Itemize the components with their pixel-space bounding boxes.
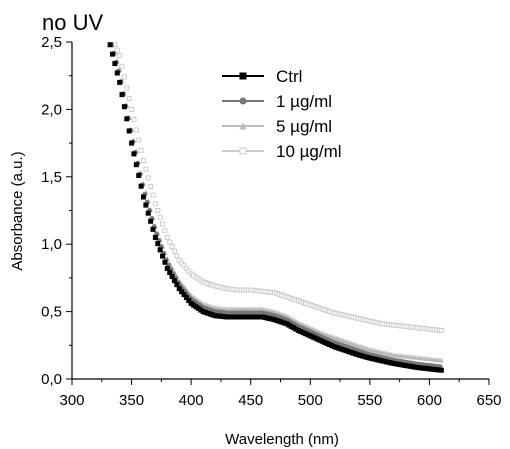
data-point: [129, 140, 135, 146]
legend-label: Ctrl: [276, 67, 302, 86]
data-point: [138, 183, 144, 189]
data-point: [124, 85, 130, 91]
data-point: [126, 128, 132, 134]
data-point: [162, 228, 168, 234]
data-point: [438, 327, 444, 333]
data-point: [112, 61, 118, 67]
data-point: [171, 278, 177, 284]
legend-item: 1 µg/ml: [222, 92, 332, 111]
x-tick-label: 550: [357, 392, 382, 409]
series-10-g-ml: [112, 42, 444, 333]
legend-item: Ctrl: [222, 67, 302, 86]
y-axis-title: Absorbance (a.u.): [9, 151, 26, 270]
data-point: [129, 106, 135, 112]
data-point: [119, 63, 125, 69]
legend-label: 10 µg/ml: [276, 142, 342, 161]
data-point: [176, 286, 182, 292]
x-tick-label: 650: [476, 392, 501, 409]
data-point: [164, 234, 170, 240]
y-tick-label: 2,5: [41, 34, 62, 51]
x-tick-label: 600: [417, 392, 442, 409]
data-point: [162, 259, 168, 265]
data-point: [179, 289, 185, 295]
data-point: [155, 208, 161, 213]
data-point: [117, 52, 123, 58]
data-point: [131, 117, 137, 123]
data-point: [167, 270, 173, 276]
data-point: [117, 79, 123, 85]
x-tick-label: 500: [298, 392, 323, 409]
legend: Ctrl 1 µg/ml 5 µg/ml 10 µg/ml: [222, 67, 342, 161]
x-tick-label: 400: [179, 392, 204, 409]
x-tick-label: 300: [59, 392, 84, 409]
data-point: [143, 202, 149, 208]
legend-label: 5 µg/ml: [276, 117, 332, 136]
panel-label: no UV: [42, 10, 103, 35]
data-point: [140, 194, 146, 200]
data-point: [181, 292, 187, 298]
data-point: [145, 175, 151, 181]
data-point: [133, 162, 139, 168]
data-point: [183, 295, 189, 301]
y-tick-label: 1,5: [41, 169, 62, 186]
data-point: [164, 265, 170, 271]
data-point: [148, 184, 154, 190]
data-point: [140, 158, 146, 164]
data-point: [121, 104, 127, 110]
data-point: [133, 127, 139, 133]
data-point: [136, 137, 142, 143]
series-ctrl: [107, 42, 444, 373]
y-tick-label: 1,0: [41, 236, 62, 253]
data-point: [155, 241, 161, 247]
data-point: [160, 253, 166, 259]
data-point: [438, 367, 444, 373]
data-point: [169, 274, 175, 280]
data-point: [131, 151, 137, 157]
data-point: [157, 247, 163, 253]
data-point: [110, 51, 116, 57]
data-point: [138, 147, 144, 153]
data-point: [438, 357, 444, 363]
x-axis-title: Wavelength (nm): [225, 431, 339, 448]
legend-label: 1 µg/ml: [276, 92, 332, 111]
data-point: [157, 214, 163, 220]
data-point: [174, 282, 180, 288]
x-tick-label: 350: [119, 392, 144, 409]
data-point: [160, 221, 166, 227]
data-point: [152, 201, 158, 207]
x-tick-label: 450: [238, 392, 263, 409]
legend-item: 5 µg/ml: [222, 117, 332, 136]
data-point: [167, 239, 173, 245]
legend-marker: [239, 147, 247, 155]
data-point: [124, 116, 130, 122]
data-point: [119, 92, 125, 98]
data-point: [114, 70, 120, 76]
data-point: [150, 192, 156, 198]
data-point: [114, 47, 120, 53]
legend-marker: [239, 72, 247, 80]
axes: 300 350 400 450 500 550 600 650 0,0 0,5 1,0 1,5 2,0 2…: [41, 34, 501, 409]
plot-series: [107, 42, 444, 373]
data-point: [171, 248, 177, 254]
data-point: [152, 234, 158, 240]
y-tick-label: 0,5: [41, 304, 62, 321]
y-tick-label: 2,0: [41, 101, 62, 118]
data-point: [136, 172, 142, 178]
data-point: [107, 42, 113, 48]
legend-marker: [239, 122, 247, 130]
data-point: [150, 226, 156, 232]
y-tick-label: 0,0: [41, 371, 62, 388]
data-point: [126, 96, 132, 102]
data-point: [169, 244, 175, 250]
legend-item: 10 µg/ml: [222, 142, 342, 161]
data-point: [148, 218, 154, 224]
data-point: [174, 253, 180, 259]
legend-marker: [239, 97, 247, 105]
data-point: [121, 74, 127, 80]
data-point: [143, 166, 149, 172]
data-point: [145, 210, 151, 216]
data-point: [186, 298, 192, 304]
